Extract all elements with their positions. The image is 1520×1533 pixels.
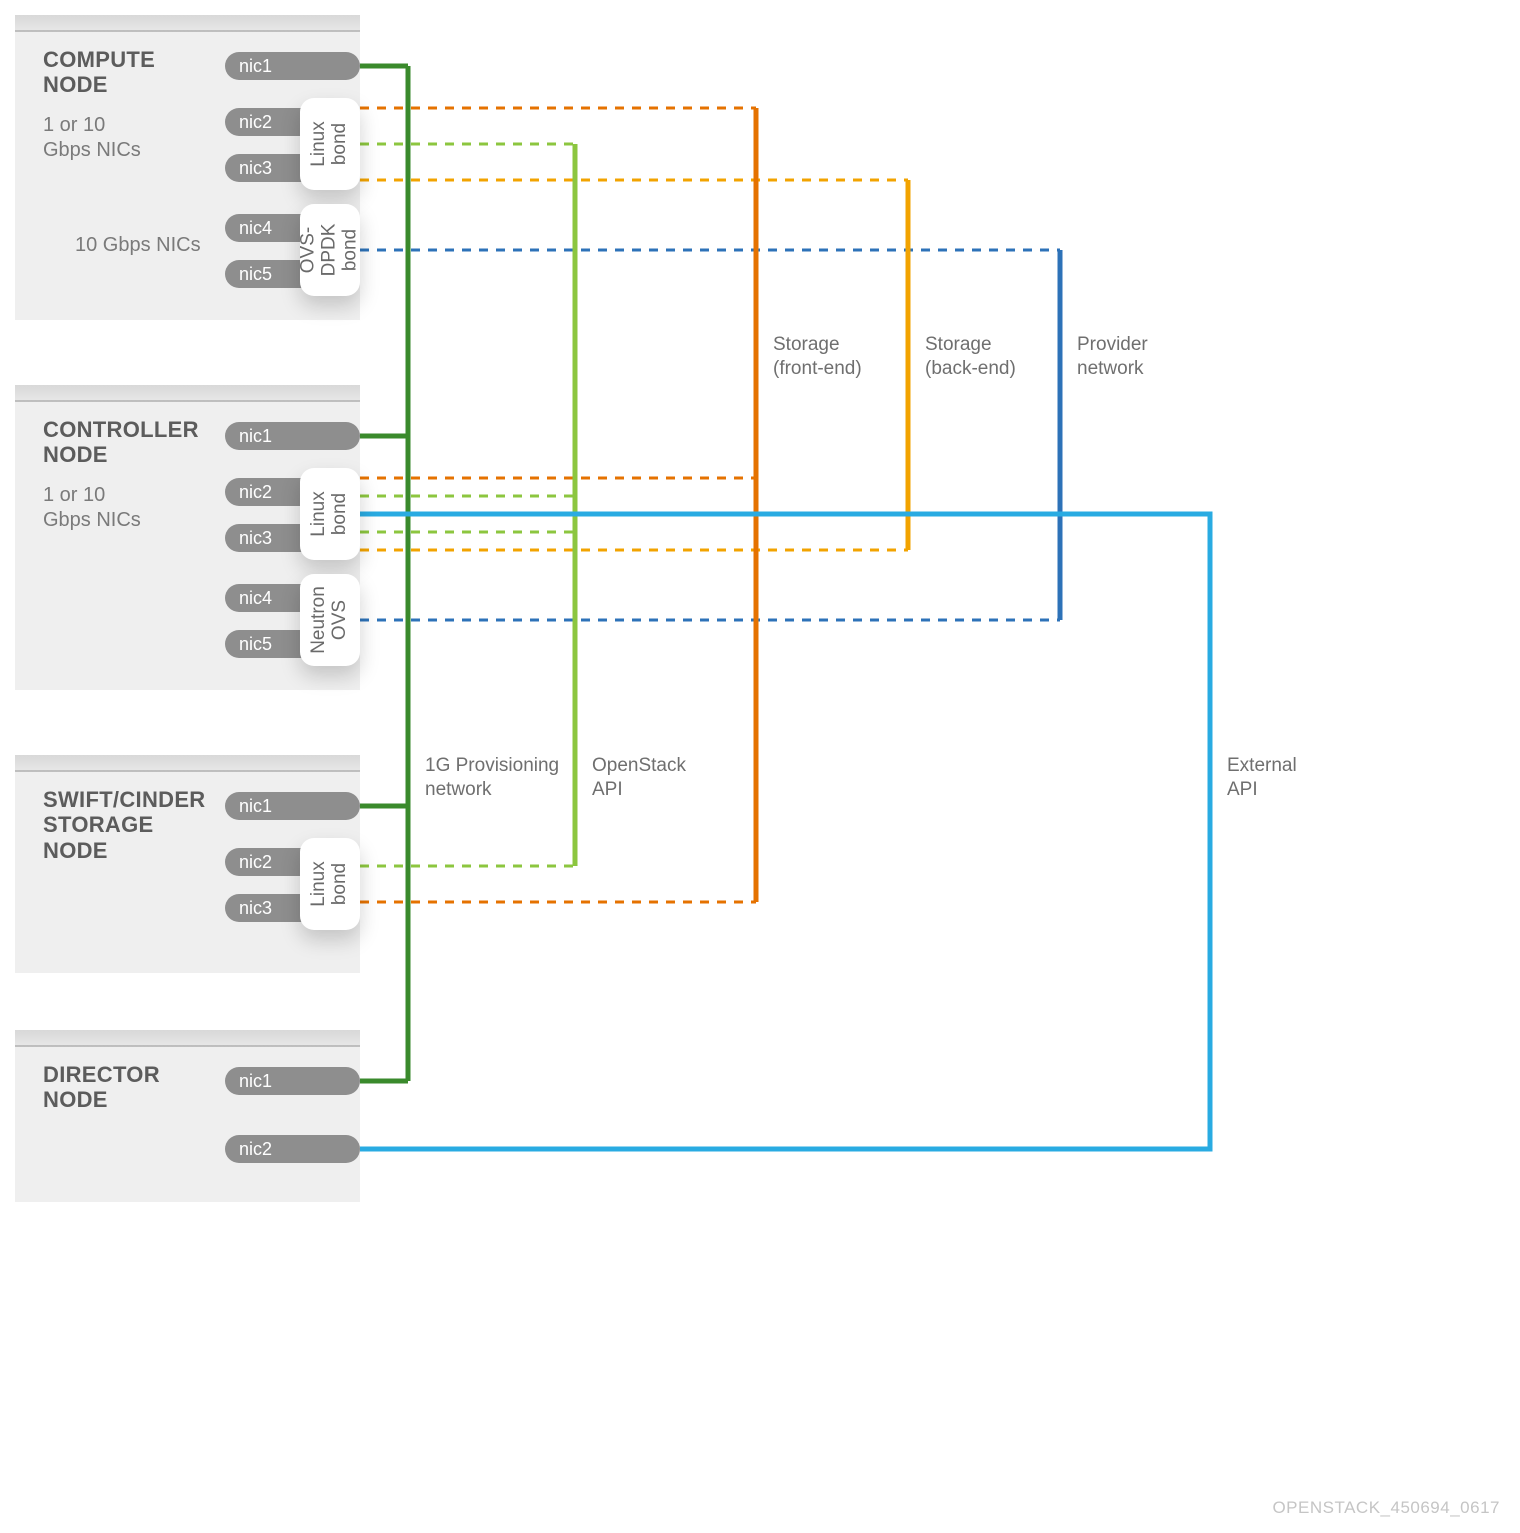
label-external: ExternalAPI — [1227, 754, 1297, 802]
bond-label: NeutronOVS — [309, 586, 351, 654]
compute-linux-bond: Linuxbond — [300, 98, 360, 190]
director-nic1: nic1 — [225, 1067, 360, 1095]
box-top-strip — [15, 385, 360, 402]
director-nic2: nic2 — [225, 1135, 360, 1163]
controller-neutron-ovs: NeutronOVS — [300, 574, 360, 666]
label-storage-front: Storage(front-end) — [773, 333, 862, 381]
storage-node-title: SWIFT/CINDERSTORAGENODE — [43, 787, 205, 863]
controller-node-title: CONTROLLERNODE — [43, 417, 199, 468]
label-provider: Providernetwork — [1077, 333, 1148, 381]
controller-node-subtitle-1: 1 or 10Gbps NICs — [43, 483, 141, 533]
box-top-strip — [15, 1030, 360, 1047]
label-openstack-api: OpenStackAPI — [592, 754, 686, 802]
storage-linux-bond: Linuxbond — [300, 838, 360, 930]
bond-label: OVS-DPDKbond — [299, 224, 362, 277]
compute-node-subtitle-1: 1 or 10Gbps NICs — [43, 113, 141, 163]
diagram-footer-id: OPENSTACK_450694_0617 — [1272, 1498, 1500, 1518]
compute-dpdk-bond: OVS-DPDKbond — [300, 204, 360, 296]
box-top-strip — [15, 15, 360, 32]
controller-linux-bond: Linuxbond — [300, 468, 360, 560]
label-provisioning: 1G Provisioningnetwork — [425, 754, 559, 802]
storage-nic1: nic1 — [225, 792, 360, 820]
director-node-box: DIRECTORNODE — [15, 1030, 360, 1202]
director-node-title: DIRECTORNODE — [43, 1062, 160, 1113]
compute-node-title: COMPUTENODE — [43, 47, 155, 98]
label-storage-back: Storage(back-end) — [925, 333, 1016, 381]
bond-label: Linuxbond — [309, 491, 351, 536]
compute-nic1: nic1 — [225, 52, 360, 80]
bond-label: Linuxbond — [309, 121, 351, 166]
bond-label: Linuxbond — [309, 861, 351, 906]
box-top-strip — [15, 755, 360, 772]
compute-node-subtitle-2: 10 Gbps NICs — [75, 233, 201, 258]
controller-nic1: nic1 — [225, 422, 360, 450]
